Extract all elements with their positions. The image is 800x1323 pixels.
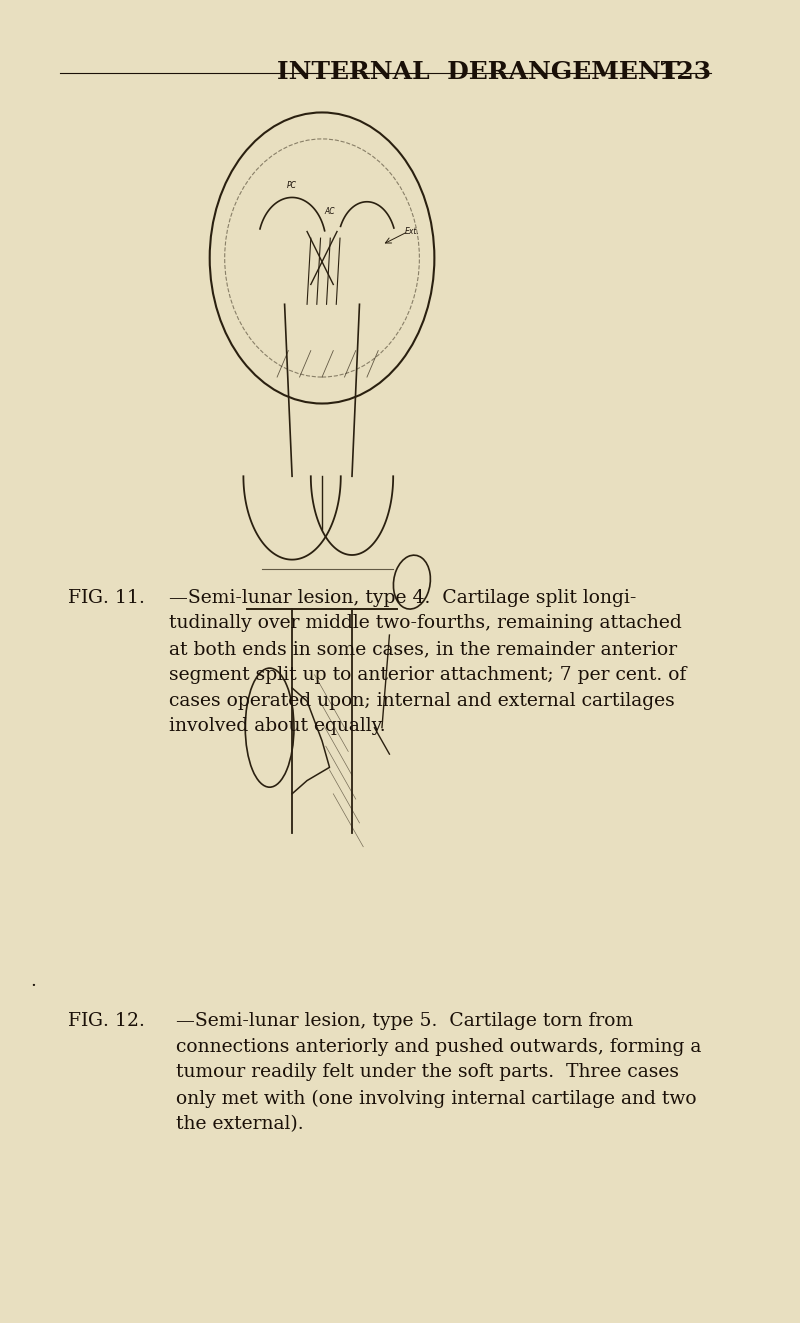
- Text: —Semi-lunar lesion, type 4.  Cartilage split longi-
tudinally over middle two-fo: —Semi-lunar lesion, type 4. Cartilage sp…: [169, 589, 686, 736]
- Text: F$\mathregular{IG}$. 11.: F$\mathregular{IG}$. 11.: [67, 589, 145, 607]
- Text: AC: AC: [324, 208, 335, 216]
- Text: F$\mathregular{IG}$. 12.: F$\mathregular{IG}$. 12.: [67, 1012, 145, 1031]
- Text: Ext.: Ext.: [405, 228, 419, 235]
- Text: INTERNAL  DERANGEMENT: INTERNAL DERANGEMENT: [277, 60, 679, 83]
- Text: PC: PC: [287, 181, 297, 189]
- Text: 123: 123: [659, 60, 711, 83]
- Text: —Semi-lunar lesion, type 5.  Cartilage torn from
connections anteriorly and push: —Semi-lunar lesion, type 5. Cartilage to…: [176, 1012, 702, 1134]
- Text: .: .: [30, 972, 36, 991]
